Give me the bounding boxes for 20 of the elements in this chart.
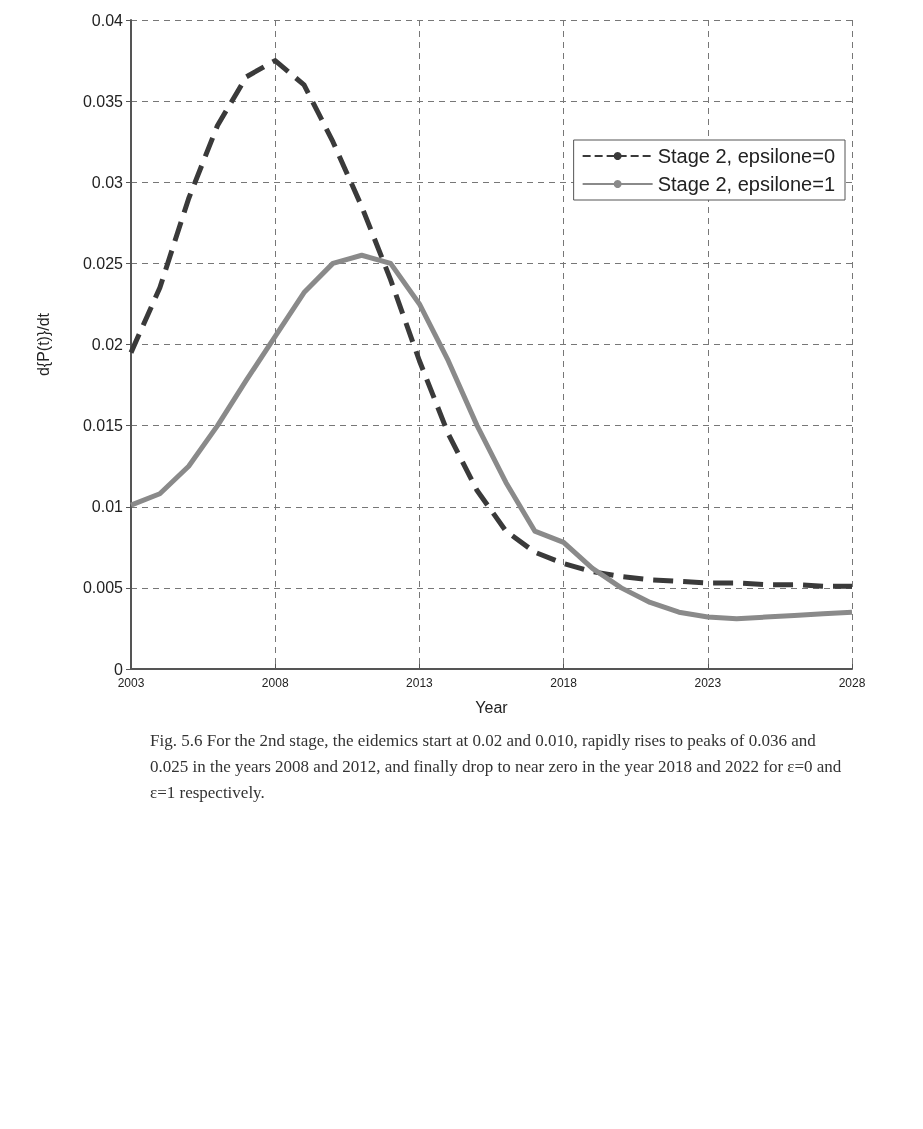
y-tick-label: 0.025 (82, 254, 124, 272)
y-tick-label: 0.04 (91, 11, 124, 29)
y-axis-title: d{P(t)}/dt (34, 312, 52, 377)
y-tick-label: 0.01 (91, 498, 124, 516)
y-tick-label: 0.03 (91, 173, 124, 191)
x-axis-title: Year (475, 698, 509, 716)
legend-label: Stage 2, epsilone=0 (657, 145, 836, 167)
y-tick-label: 0 (114, 660, 124, 678)
x-tick-label: 2013 (406, 676, 434, 690)
caption: Fig. 5.6 For the 2nd stage, the eidemics start at 0.02 and 0.010, rapidly rises to peaks of 0.036 and 0.025 in the years 2008 and 2012, and finally drop to near zero in the year 2018 and 2022 for ε=0 and ε=1 respectively. (150, 730, 843, 804)
x-tick-label: 2023 (694, 676, 722, 690)
x-tick-label: 2028 (838, 676, 866, 690)
y-tick-label: 0.015 (82, 417, 124, 435)
x-tick-label: 2018 (550, 676, 578, 690)
y-tick-label: 0.005 (82, 579, 124, 597)
y-tick-label: 0.035 (82, 92, 124, 110)
x-tick-label: 2003 (117, 676, 145, 690)
x-tick-label: 2008 (261, 676, 289, 690)
legend-label: Stage 2, epsilone=1 (657, 173, 836, 195)
y-tick-label: 0.02 (91, 336, 124, 353)
